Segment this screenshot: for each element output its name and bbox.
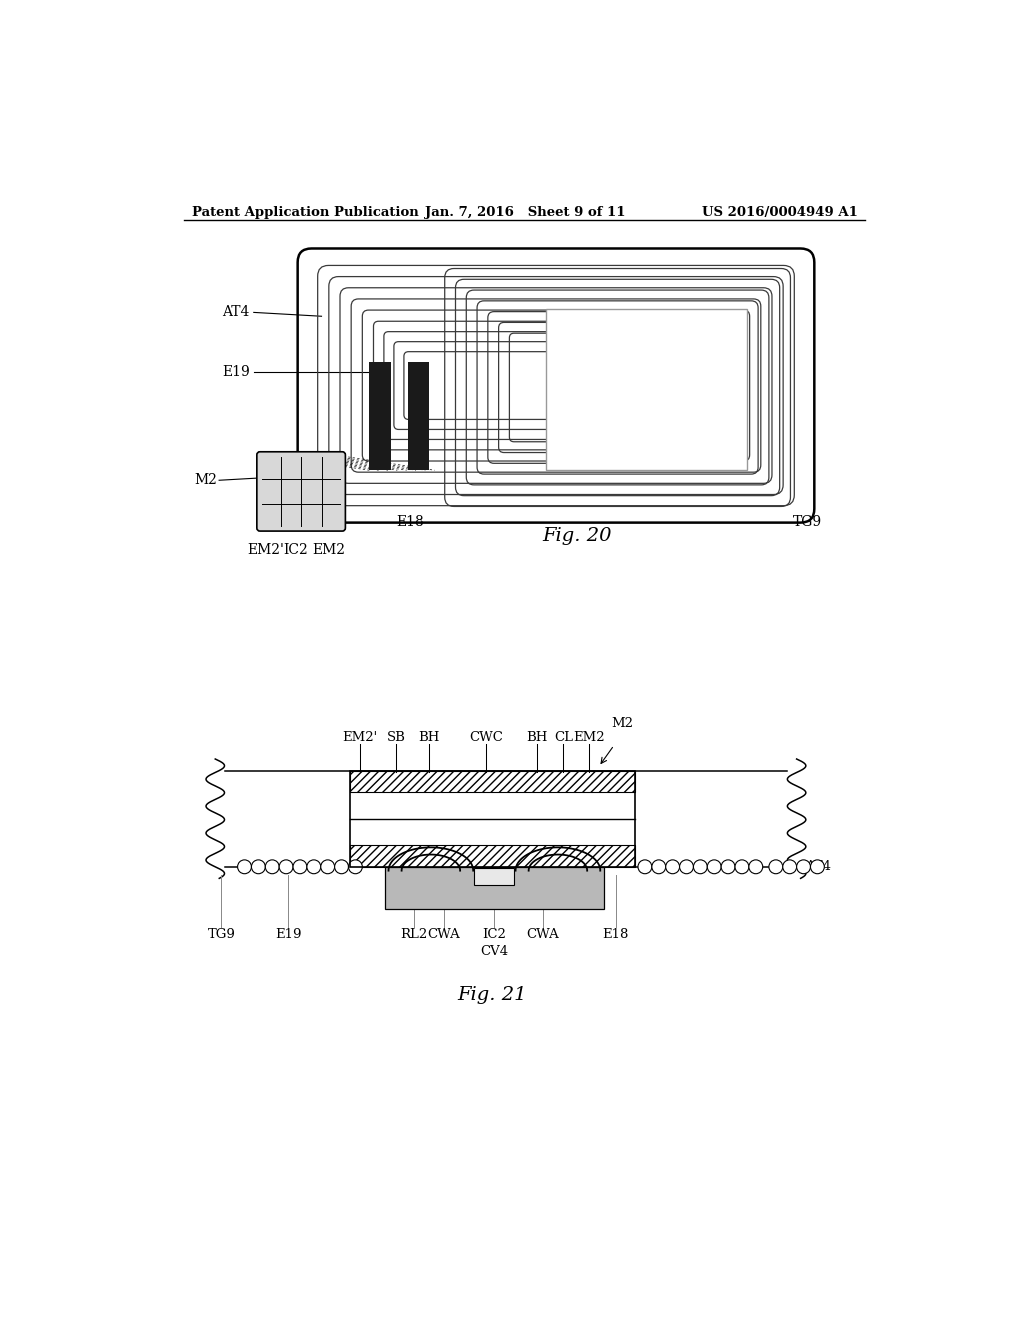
Text: IC2: IC2 — [482, 928, 506, 941]
Text: CV4: CV4 — [480, 945, 508, 958]
Text: EM2': EM2' — [247, 544, 284, 557]
Circle shape — [666, 859, 680, 874]
Circle shape — [721, 859, 735, 874]
Circle shape — [321, 859, 335, 874]
Text: CWA: CWA — [428, 928, 461, 941]
Bar — [385, 867, 604, 909]
Circle shape — [638, 859, 652, 874]
Text: RL2: RL2 — [400, 928, 428, 941]
FancyBboxPatch shape — [298, 248, 814, 523]
Text: Patent Application Publication: Patent Application Publication — [193, 206, 419, 219]
Text: TG9: TG9 — [793, 515, 822, 529]
Bar — [370, 363, 391, 470]
Text: EM2: EM2 — [572, 730, 604, 743]
Bar — [350, 845, 635, 867]
Circle shape — [693, 859, 708, 874]
Text: US 2016/0004949 A1: US 2016/0004949 A1 — [701, 206, 857, 219]
Text: CWC: CWC — [469, 730, 503, 743]
Text: EM2: EM2 — [312, 544, 346, 557]
Text: M2: M2 — [611, 717, 633, 730]
FancyBboxPatch shape — [257, 451, 345, 531]
Circle shape — [797, 859, 810, 874]
Bar — [474, 869, 514, 886]
Circle shape — [769, 859, 782, 874]
Text: BH: BH — [418, 730, 439, 743]
Text: E18: E18 — [602, 928, 629, 941]
Text: CL: CL — [554, 730, 572, 743]
Text: E18: E18 — [396, 515, 424, 529]
Text: Jan. 7, 2016   Sheet 9 of 11: Jan. 7, 2016 Sheet 9 of 11 — [425, 206, 625, 219]
Text: TG9: TG9 — [208, 928, 236, 941]
Bar — [408, 363, 429, 470]
Bar — [350, 771, 635, 867]
Circle shape — [280, 859, 293, 874]
Text: EM2': EM2' — [342, 730, 378, 743]
Bar — [350, 771, 635, 792]
Bar — [547, 309, 746, 470]
Circle shape — [708, 859, 721, 874]
Text: CWA: CWA — [526, 928, 559, 941]
Circle shape — [782, 859, 797, 874]
Circle shape — [810, 859, 824, 874]
Circle shape — [735, 859, 749, 874]
Text: IC2: IC2 — [284, 544, 308, 557]
Polygon shape — [211, 771, 801, 867]
Text: Fig. 20: Fig. 20 — [543, 527, 612, 545]
Circle shape — [335, 859, 348, 874]
Circle shape — [252, 859, 265, 874]
Text: Fig. 21: Fig. 21 — [458, 986, 527, 1005]
Circle shape — [348, 859, 362, 874]
Circle shape — [265, 859, 280, 874]
Circle shape — [680, 859, 693, 874]
Circle shape — [749, 859, 763, 874]
Circle shape — [293, 859, 307, 874]
Circle shape — [238, 859, 252, 874]
Text: AT4: AT4 — [222, 305, 250, 319]
Circle shape — [652, 859, 666, 874]
Text: E19: E19 — [222, 366, 250, 379]
Circle shape — [307, 859, 321, 874]
Text: AT4: AT4 — [805, 861, 831, 874]
Text: E19: E19 — [275, 928, 302, 941]
Text: BH: BH — [526, 730, 548, 743]
Text: M2: M2 — [194, 474, 217, 487]
Text: SB: SB — [387, 730, 406, 743]
